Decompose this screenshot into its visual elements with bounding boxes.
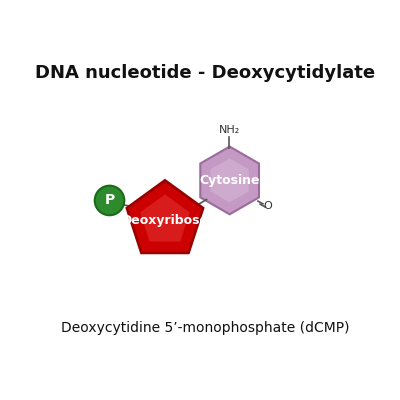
Text: NH₂: NH₂ [218,125,240,135]
Text: P: P [104,194,115,208]
Text: Deoxycytidine 5’-monophosphate (dCMP): Deoxycytidine 5’-monophosphate (dCMP) [61,321,349,335]
Polygon shape [200,146,259,214]
Polygon shape [127,180,203,253]
Text: O: O [264,201,272,211]
Text: Deoxyribose: Deoxyribose [122,214,208,227]
Text: DNA nucleotide - Deoxycytidylate: DNA nucleotide - Deoxycytidylate [35,64,375,82]
Polygon shape [140,194,190,242]
Circle shape [95,186,124,215]
Text: Cytosine: Cytosine [199,174,260,187]
Polygon shape [210,158,249,202]
